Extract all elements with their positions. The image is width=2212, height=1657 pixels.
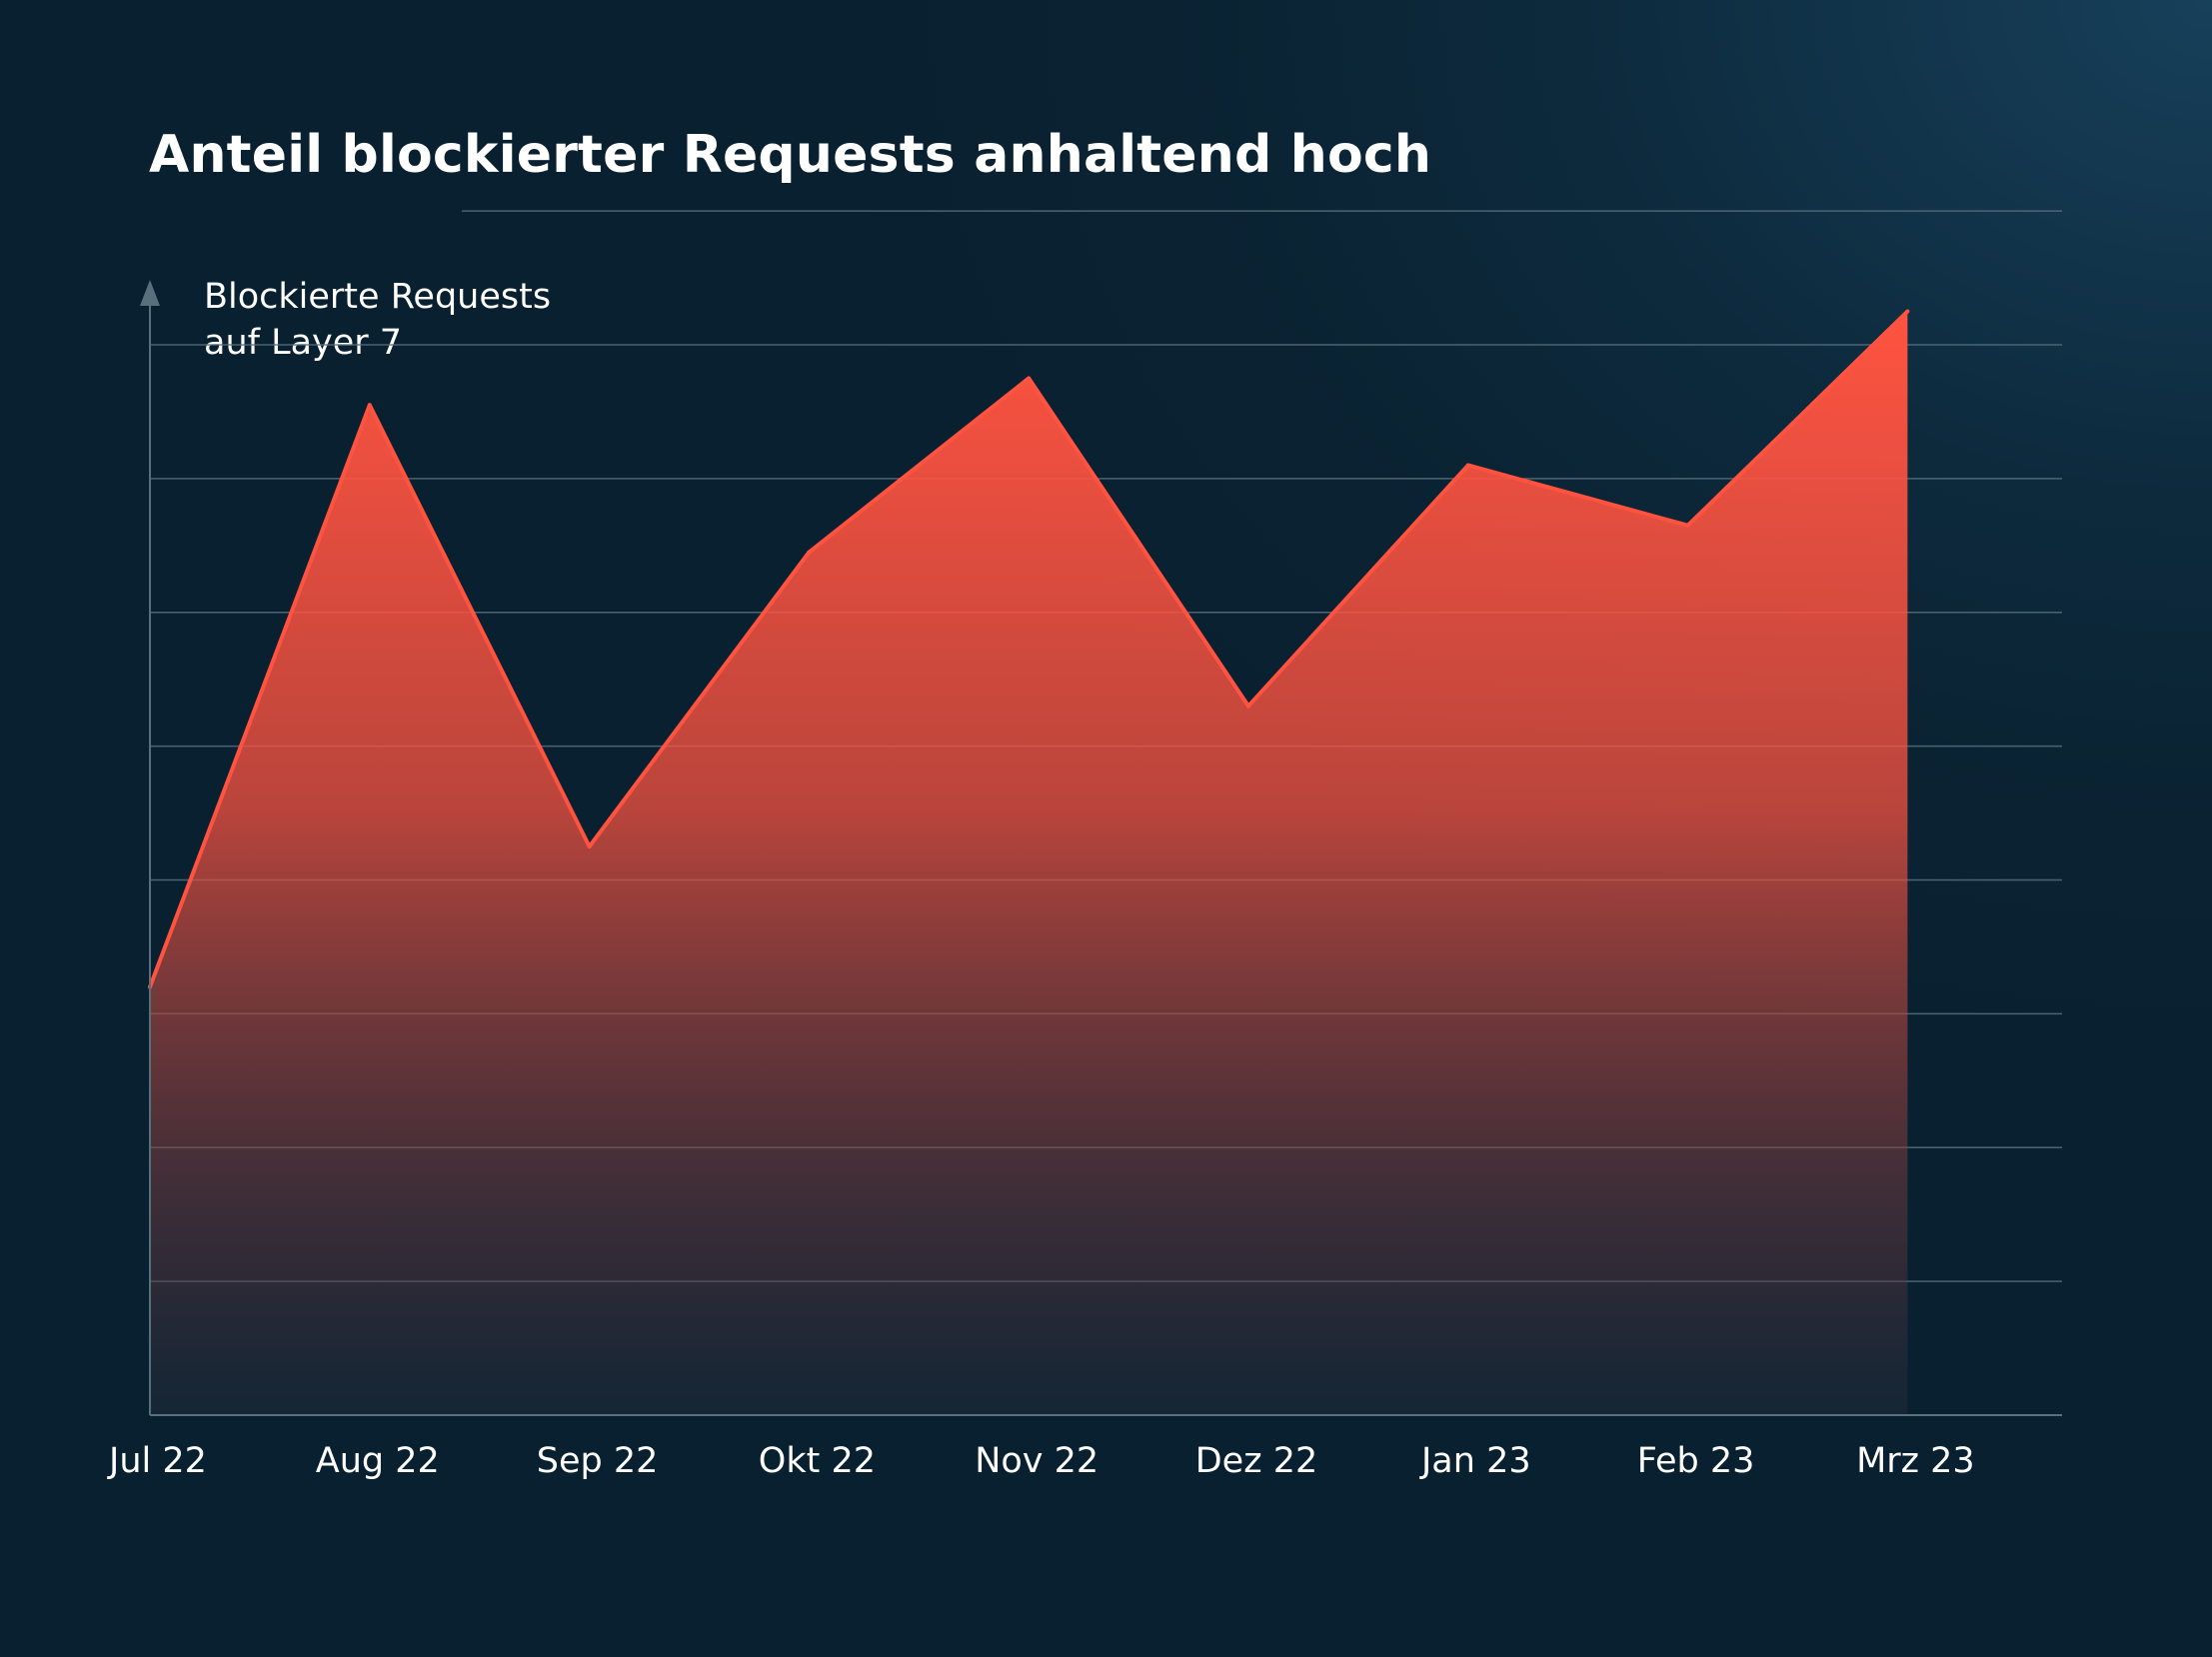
chart-title: Anteil blockierter Requests anhaltend ho…	[149, 125, 1432, 185]
data-point-aug-22	[367, 403, 372, 408]
data-point-sep-22	[587, 844, 592, 849]
x-tick-label: Feb 23	[1637, 1441, 1755, 1481]
axes	[140, 280, 2062, 1416]
x-tick-label: Sep 22	[537, 1441, 659, 1481]
x-tick-label: Nov 22	[975, 1441, 1099, 1481]
x-tick-label: Aug 22	[316, 1441, 440, 1481]
y-axis-arrow-icon	[140, 280, 160, 306]
area-layer	[148, 309, 1910, 1415]
x-tick-label: Dez 22	[1195, 1441, 1318, 1481]
y-axis-label: Blockierte Requests auf Layer 7	[204, 274, 551, 366]
y-axis-label-line-1: Blockierte Requests	[204, 277, 552, 317]
x-tick-labels: Jul 22 Aug 22 Sep 22 Okt 22 Nov 22 Dez 22 Jan …	[107, 1441, 1975, 1481]
data-point-jan-23	[1465, 463, 1470, 468]
x-tick-label: Okt 22	[759, 1441, 876, 1481]
data-point-dez-22	[1246, 704, 1250, 709]
series-area	[150, 311, 1908, 1415]
data-point-nov-22	[1027, 376, 1032, 381]
data-point-okt-22	[807, 550, 812, 555]
x-tick-label: Mrz 23	[1856, 1441, 1975, 1481]
x-tick-label: Jan 23	[1419, 1441, 1531, 1481]
y-axis-label-line-2: auf Layer 7	[204, 323, 403, 363]
x-tick-label: Jul 22	[107, 1441, 207, 1481]
data-point-feb-23	[1685, 523, 1690, 528]
data-point-mrz-23	[1905, 309, 1910, 314]
